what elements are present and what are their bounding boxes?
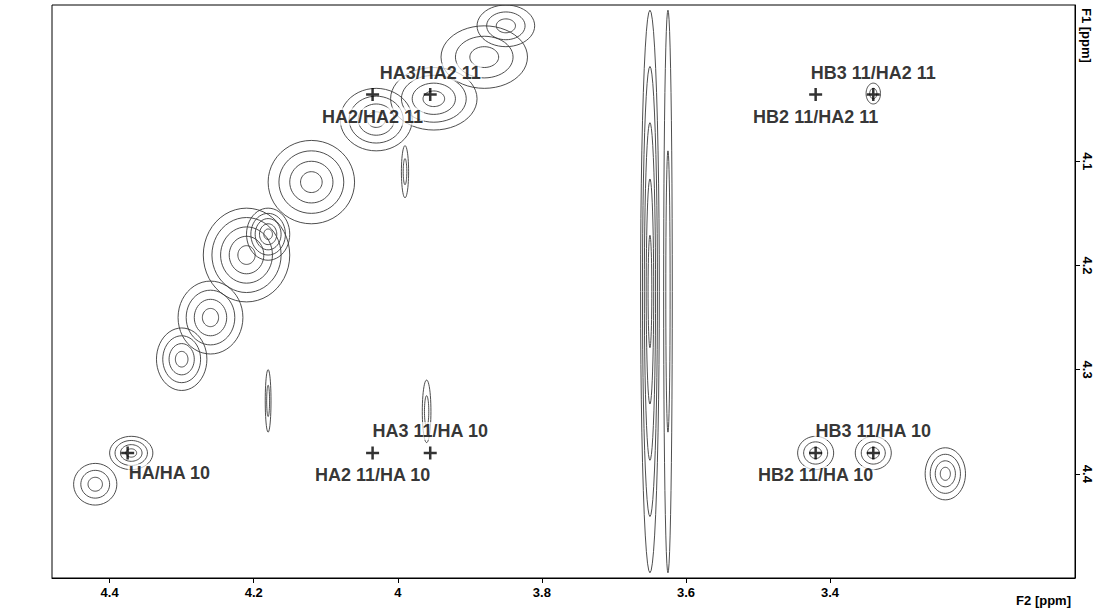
svg-text:HA2/HA2 11: HA2/HA2 11 [322, 107, 423, 127]
svg-text:4.4: 4.4 [1080, 465, 1095, 484]
svg-text:HB2 11/HA2 11: HB2 11/HA2 11 [753, 107, 878, 127]
svg-text:HB3 11/HA 10: HB3 11/HA 10 [816, 421, 931, 441]
svg-text:HB3 11/HA2 11: HB3 11/HA2 11 [811, 63, 936, 83]
svg-text:HA3 11/HA 10: HA3 11/HA 10 [373, 421, 488, 441]
svg-text:HB2 11/HA 10: HB2 11/HA 10 [758, 465, 873, 485]
svg-text:4.3: 4.3 [1080, 361, 1095, 379]
svg-text:HA/HA 10: HA/HA 10 [129, 463, 210, 483]
svg-text:4: 4 [394, 585, 402, 600]
svg-text:4.4: 4.4 [101, 585, 120, 600]
svg-text:3.6: 3.6 [677, 585, 695, 600]
svg-text:3.8: 3.8 [533, 585, 551, 600]
svg-text:F2 [ppm]: F2 [ppm] [1016, 593, 1071, 608]
svg-text:HA3/HA2 11: HA3/HA2 11 [380, 63, 481, 83]
svg-text:4.2: 4.2 [245, 585, 263, 600]
svg-text:F1 [ppm]: F1 [ppm] [1079, 8, 1094, 63]
svg-text:3.4: 3.4 [821, 585, 840, 600]
svg-text:HA2 11/HA 10: HA2 11/HA 10 [315, 465, 430, 485]
svg-text:4.2: 4.2 [1080, 256, 1095, 274]
svg-text:4.1: 4.1 [1080, 152, 1095, 170]
